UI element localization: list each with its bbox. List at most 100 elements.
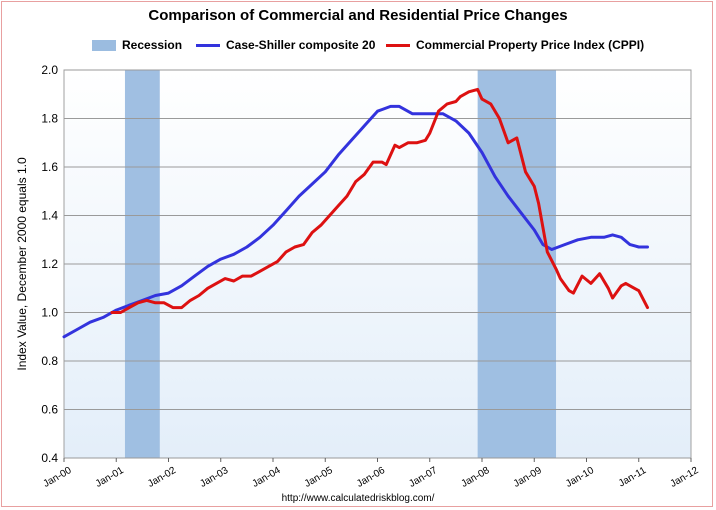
data-point-case-shiller	[219, 257, 222, 261]
data-point-case-shiller	[376, 110, 379, 113]
data-point-cppi	[620, 284, 623, 287]
data-point-cppi	[267, 265, 270, 268]
data-point-case-shiller	[311, 182, 314, 186]
data-point-cppi	[311, 231, 314, 234]
data-point-cppi	[162, 301, 166, 304]
data-point-cppi	[546, 250, 549, 254]
data-point-cppi	[345, 194, 349, 198]
data-point-cppi	[363, 173, 366, 176]
data-point-cppi	[524, 170, 527, 173]
chart-title: Comparison of Commercial and Residential…	[148, 7, 568, 24]
data-point-case-shiller	[62, 335, 66, 338]
data-point-case-shiller	[611, 233, 614, 237]
data-point-cppi	[589, 282, 593, 285]
data-point-case-shiller	[389, 105, 392, 108]
data-point-cppi	[611, 296, 614, 300]
data-point-case-shiller	[245, 245, 249, 249]
data-point-cppi	[189, 299, 192, 302]
data-point-cppi	[258, 270, 262, 273]
data-point-cppi	[250, 274, 253, 278]
data-point-case-shiller	[637, 245, 640, 249]
data-point-case-shiller	[628, 243, 632, 246]
data-point-case-shiller	[467, 131, 471, 135]
data-point-cppi	[197, 294, 201, 297]
data-point-case-shiller	[350, 139, 353, 142]
legend-swatch-case-shiller	[196, 43, 220, 47]
chart-legend: Recession Case-Shiller composite 20 Comm…	[0, 37, 716, 53]
x-tick-label: Jan-06	[355, 465, 387, 490]
data-point-case-shiller	[284, 209, 288, 212]
legend-label-cppi: Commercial Property Price Index (CPPI)	[416, 38, 645, 52]
data-point-cppi	[572, 291, 575, 295]
data-point-cppi	[428, 131, 431, 135]
data-point-cppi	[119, 311, 122, 314]
x-tick-label: Jan-04	[251, 465, 283, 490]
legend-item-recession: Recession	[92, 37, 182, 53]
data-point-case-shiller	[563, 243, 566, 246]
data-point-cppi	[637, 289, 640, 292]
data-point-case-shiller	[258, 236, 262, 239]
x-tick-label: Jan-11	[617, 465, 649, 490]
data-point-cppi	[232, 279, 235, 283]
data-point-cppi	[276, 260, 279, 263]
data-point-cppi	[284, 250, 288, 254]
data-point-cppi	[559, 277, 562, 280]
data-point-case-shiller	[271, 224, 275, 227]
data-point-cppi	[302, 243, 305, 246]
data-point-cppi	[467, 90, 471, 94]
y-tick-label: 1.8	[41, 112, 58, 126]
data-point-case-shiller	[297, 194, 301, 198]
data-point-cppi	[110, 311, 114, 314]
data-point-cppi	[437, 110, 440, 113]
data-point-cppi	[136, 301, 140, 304]
data-point-cppi	[385, 163, 388, 166]
data-point-cppi	[415, 141, 418, 144]
data-point-cppi	[354, 180, 357, 183]
data-point-cppi	[459, 95, 462, 98]
y-tick-label: 1.4	[41, 209, 58, 223]
x-tick-label: Jan-01	[94, 465, 126, 490]
y-tick-label: 1.0	[41, 306, 58, 320]
data-point-cppi	[537, 202, 540, 205]
data-point-cppi	[424, 139, 427, 142]
data-point-cppi	[515, 136, 518, 140]
data-point-case-shiller	[646, 245, 649, 249]
data-point-case-shiller	[180, 284, 183, 287]
data-point-case-shiller	[115, 308, 118, 312]
data-point-case-shiller	[480, 151, 484, 154]
data-point-cppi	[454, 100, 458, 103]
data-point-cppi	[328, 214, 331, 217]
legend-item-cppi: Commercial Property Price Index (CPPI)	[386, 37, 644, 53]
data-point-cppi	[624, 282, 627, 285]
legend-item-case-shiller: Case-Shiller composite 20	[196, 37, 375, 53]
data-point-cppi	[476, 88, 479, 91]
series-line-case-shiller	[62, 104, 649, 339]
data-point-cppi	[646, 306, 649, 309]
data-point-case-shiller	[337, 153, 340, 157]
data-point-cppi	[371, 160, 375, 164]
data-point-cppi	[319, 224, 323, 227]
data-point-cppi	[206, 287, 209, 290]
data-point-cppi	[393, 144, 397, 147]
data-point-cppi	[380, 160, 384, 164]
data-point-cppi	[506, 141, 510, 144]
data-point-cppi	[446, 102, 449, 106]
data-point-case-shiller	[206, 265, 209, 268]
data-point-case-shiller	[324, 170, 327, 173]
y-tick-label: 0.6	[41, 403, 58, 417]
data-point-cppi	[293, 245, 296, 249]
series-line-cppi	[110, 87, 649, 314]
x-tick-label: Jan-03	[198, 465, 230, 490]
x-tick-label: Jan-00	[42, 465, 74, 490]
data-point-cppi	[580, 274, 584, 278]
data-point-case-shiller	[550, 248, 553, 251]
x-tick-label: Jan-08	[460, 465, 492, 490]
data-point-case-shiller	[441, 112, 444, 115]
y-tick-label: 1.6	[41, 160, 58, 174]
data-point-cppi	[223, 277, 227, 280]
data-point-case-shiller	[398, 105, 401, 108]
data-point-case-shiller	[493, 175, 497, 178]
data-point-cppi	[567, 289, 571, 292]
data-point-case-shiller	[533, 228, 536, 232]
data-point-case-shiller	[589, 236, 593, 239]
